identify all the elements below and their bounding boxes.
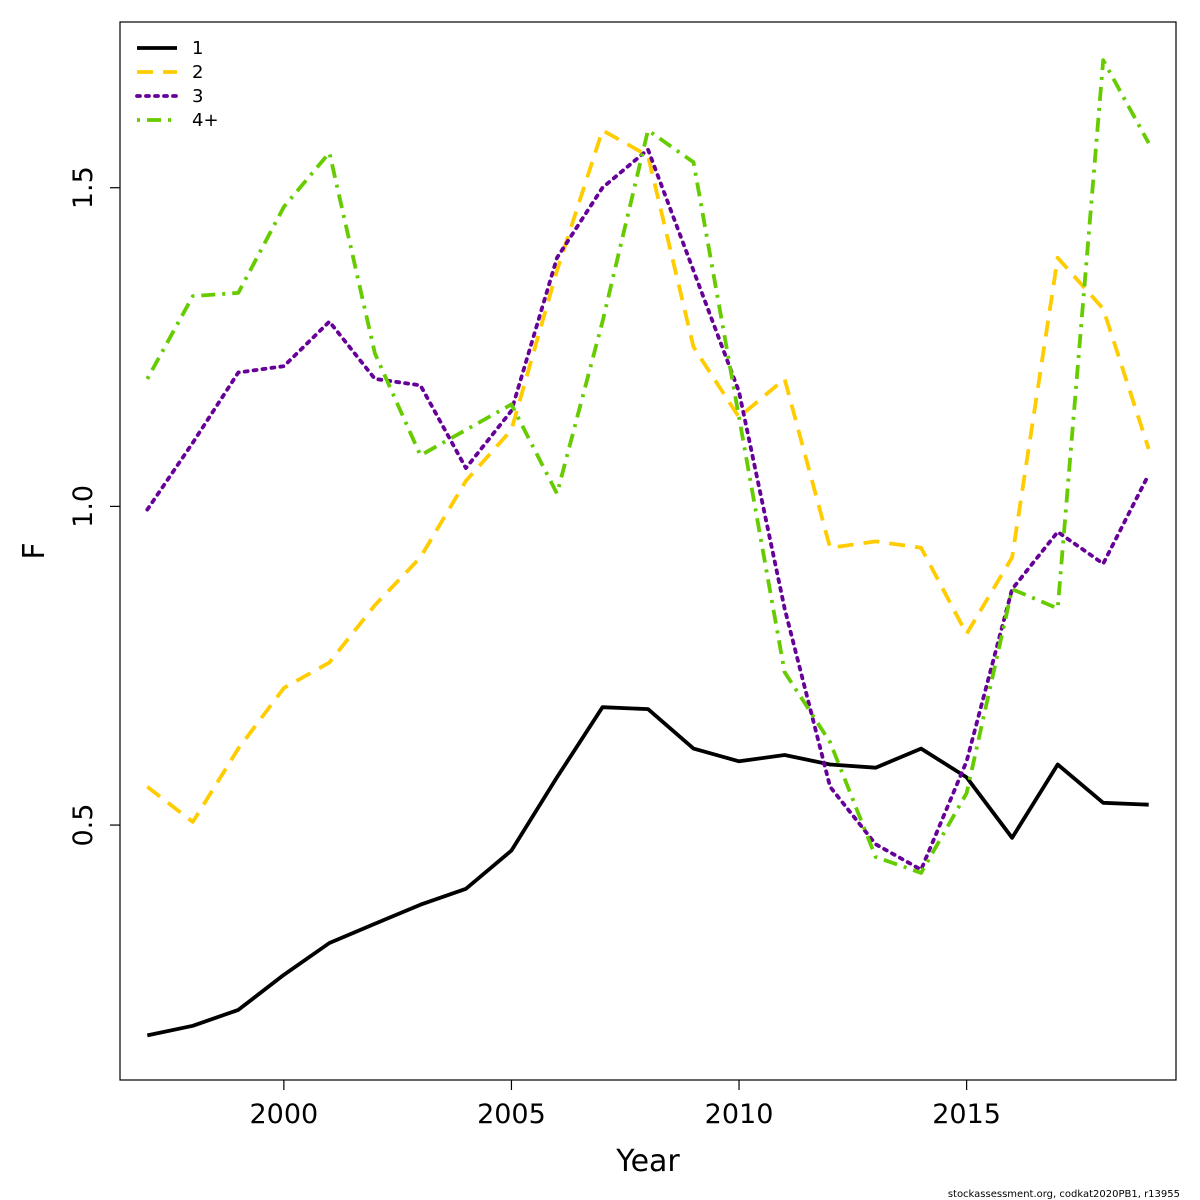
y-tick-label: 0.5 [68,804,99,847]
y-tick-label: 1.0 [68,485,99,528]
series-line-1 [146,705,1149,1038]
x-tick-label: 2010 [705,1099,774,1130]
y-axis-title: F [17,542,52,559]
plot-frame [119,21,1177,1081]
legend: 1 2 3 4+ [135,38,219,131]
x-axis: 2000 2005 2010 2015 [250,1080,1001,1130]
series-layer [145,58,1151,1038]
legend-label: 2 [192,62,203,83]
x-tick-label: 2000 [250,1099,319,1130]
legend-label: 4+ [192,110,219,131]
footer-credit: stockassessment.org, codkat2020PB1, r139… [948,1189,1180,1200]
legend-label: 1 [192,38,203,59]
legend-label: 3 [192,86,203,107]
x-axis-title: Year [615,1144,680,1179]
series-line-2 [146,128,1151,824]
series-line-3 [145,147,1151,872]
y-axis: 0.5 1.0 1.5 [68,166,120,847]
x-tick-label: 2015 [932,1099,1001,1130]
y-tick-label: 1.5 [68,166,99,209]
x-tick-label: 2005 [477,1099,546,1130]
